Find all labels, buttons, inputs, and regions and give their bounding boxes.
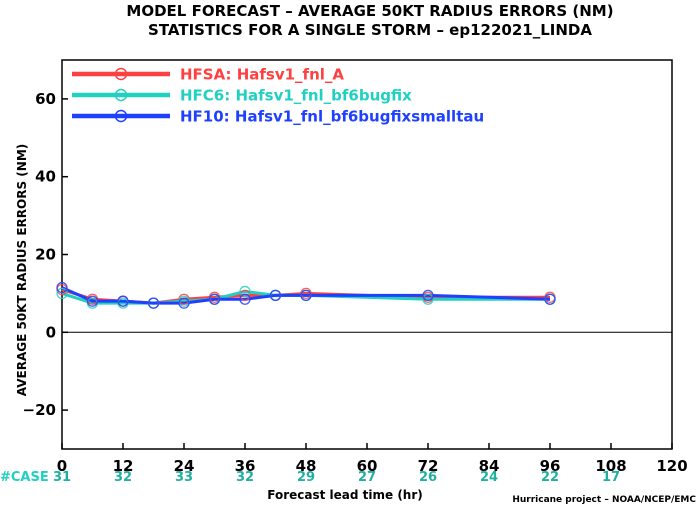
- y-tick-label: −20: [23, 401, 56, 419]
- legend-label: HFC6: Hafsv1_fnl_bf6bugfix: [180, 87, 412, 105]
- case-count: 32: [236, 470, 254, 485]
- case-count: 31: [53, 470, 71, 485]
- case-count-row: #CASE 31 32 33 32 29 27 26 24 22 17: [0, 470, 620, 485]
- data-point: [239, 289, 251, 301]
- series-line: [61, 286, 551, 305]
- legend-swatch-marker: [114, 67, 128, 81]
- x-tick-label: 24: [174, 457, 195, 475]
- case-count: 33: [175, 470, 193, 485]
- chart-title-line2: STATISTICS FOR A SINGLE STORM – ep122021…: [148, 21, 592, 39]
- x-tick-label: 48: [296, 457, 317, 475]
- data-point: [117, 295, 129, 307]
- data-point: [422, 293, 434, 305]
- case-count: 17: [602, 470, 620, 485]
- data-point: [239, 285, 251, 298]
- data-point: [56, 281, 68, 294]
- case-count: 27: [358, 470, 376, 485]
- data-point: [56, 287, 68, 300]
- data-point: [544, 293, 556, 305]
- legend-swatch-marker: [114, 88, 128, 102]
- data-point: [422, 289, 434, 301]
- data-point: [147, 297, 160, 309]
- y-tick-label: 60: [35, 90, 56, 108]
- case-row-label: #CASE: [0, 470, 49, 485]
- case-count: 29: [297, 470, 315, 485]
- x-tick-label: 36: [235, 457, 256, 475]
- x-tick-label: 0: [57, 457, 67, 475]
- x-tick-label: 84: [479, 457, 500, 475]
- y-tick-label: 20: [35, 246, 56, 264]
- x-axis-ticks: 0 12 24 36 48 60 72 84 96 108 120: [57, 443, 688, 475]
- data-point: [269, 289, 282, 301]
- chart-title-line1: MODEL FORECAST – AVERAGE 50KT RADIUS ERR…: [126, 2, 613, 20]
- legend-label: HF10: Hafsv1_fnl_bf6bugfixsmalltau: [180, 108, 484, 126]
- series-lines: [56, 281, 556, 309]
- legend-label: HFSA: Hafsv1_fnl_A: [180, 66, 344, 84]
- case-count: 24: [480, 470, 498, 485]
- legend: HFSA: Hafsv1_fnl_A HFC6: Hafsv1_fnl_bf6bu…: [72, 66, 484, 126]
- x-tick-label: 108: [595, 457, 626, 475]
- y-axis-ticks: −20 0 20 40 60: [23, 90, 68, 419]
- x-tick-label: 120: [656, 457, 687, 475]
- x-axis-label: Forecast lead time (hr): [267, 488, 423, 502]
- data-point: [208, 293, 221, 305]
- x-tick-label: 12: [113, 457, 134, 475]
- data-point: [300, 289, 312, 301]
- y-tick-label: 0: [46, 323, 56, 341]
- case-count: 26: [419, 470, 437, 485]
- y-tick-label: 40: [35, 168, 56, 186]
- x-tick-label: 60: [357, 457, 378, 475]
- data-point: [178, 297, 190, 309]
- case-count: 22: [541, 470, 559, 485]
- x-tick-label: 72: [418, 457, 439, 475]
- y-axis-label: AVERAGE 50KT RADIUS ERRORS (NM): [15, 144, 29, 396]
- data-point: [86, 295, 99, 307]
- data-point: [239, 293, 251, 305]
- legend-swatch-marker: [114, 109, 128, 123]
- credit-text: Hurricane project – NOAA/NCEP/EMC: [512, 495, 696, 505]
- case-count: 32: [114, 470, 132, 485]
- x-tick-label: 96: [540, 457, 561, 475]
